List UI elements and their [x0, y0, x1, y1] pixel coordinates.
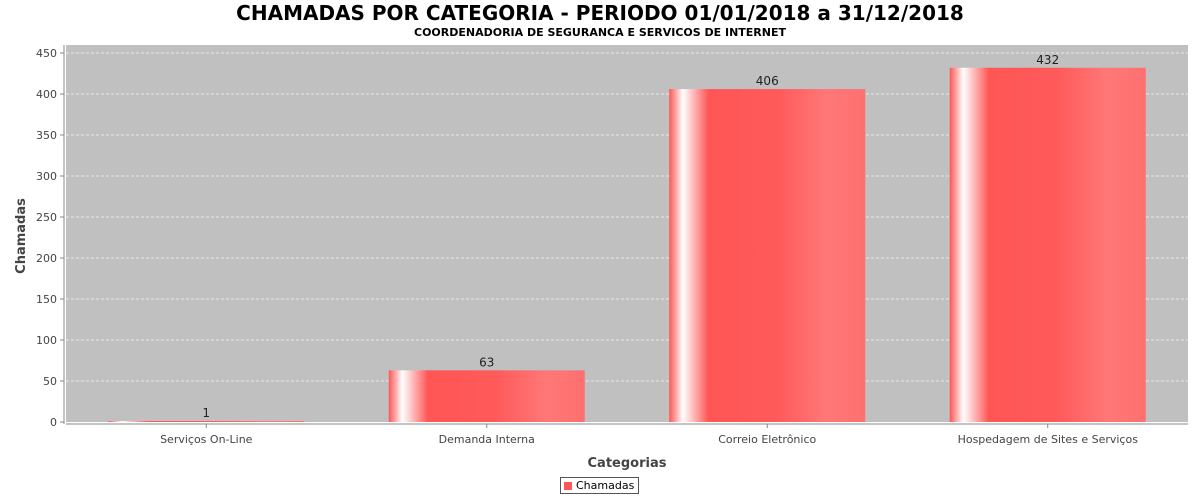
y-tick-label: 200 — [36, 252, 57, 265]
legend: Chamadas — [560, 477, 640, 494]
data-labels: 1 63 406 432 — [202, 53, 1059, 420]
x-axis-label: Categorias — [588, 456, 667, 471]
y-tick-label: 0 — [50, 416, 57, 429]
x-tick-labels: Serviços On-Line Demanda Interna Correio E… — [160, 433, 1138, 446]
y-tick-label: 450 — [36, 47, 57, 60]
bar — [669, 89, 866, 422]
bar — [388, 370, 585, 422]
y-tick-label: 400 — [36, 88, 57, 101]
bar — [108, 421, 305, 422]
y-tick-label: 100 — [36, 334, 57, 347]
x-tick-label: Correio Eletrônico — [718, 433, 816, 446]
x-tick-label: Serviços On-Line — [160, 433, 253, 446]
y-tick-labels: 0 50 100 150 200 250 300 350 400 450 — [36, 47, 57, 429]
chart-subtitle: COORDENADORIA DE SEGURANCA E SERVICOS DE… — [414, 26, 786, 39]
data-label: 63 — [479, 355, 494, 369]
bars — [108, 67, 1146, 422]
data-label: 406 — [756, 74, 779, 88]
chart-title: CHAMADAS POR CATEGORIA - PERIODO 01/01/2… — [236, 1, 964, 25]
data-label: 1 — [202, 406, 210, 420]
y-tick-label: 50 — [43, 375, 57, 388]
y-tick-label: 350 — [36, 129, 57, 142]
y-tick-label: 300 — [36, 170, 57, 183]
x-tick-label: Hospedagem de Sites e Serviços — [958, 433, 1139, 446]
legend-swatch — [564, 481, 572, 490]
x-tick-label: Demanda Interna — [439, 433, 535, 446]
data-label: 432 — [1036, 53, 1059, 67]
y-axis-label: Chamadas — [14, 198, 29, 274]
y-tick-label: 250 — [36, 211, 57, 224]
bar — [949, 67, 1146, 422]
axes — [60, 45, 1188, 428]
legend-label: Chamadas — [576, 479, 635, 492]
y-tick-label: 150 — [36, 293, 57, 306]
